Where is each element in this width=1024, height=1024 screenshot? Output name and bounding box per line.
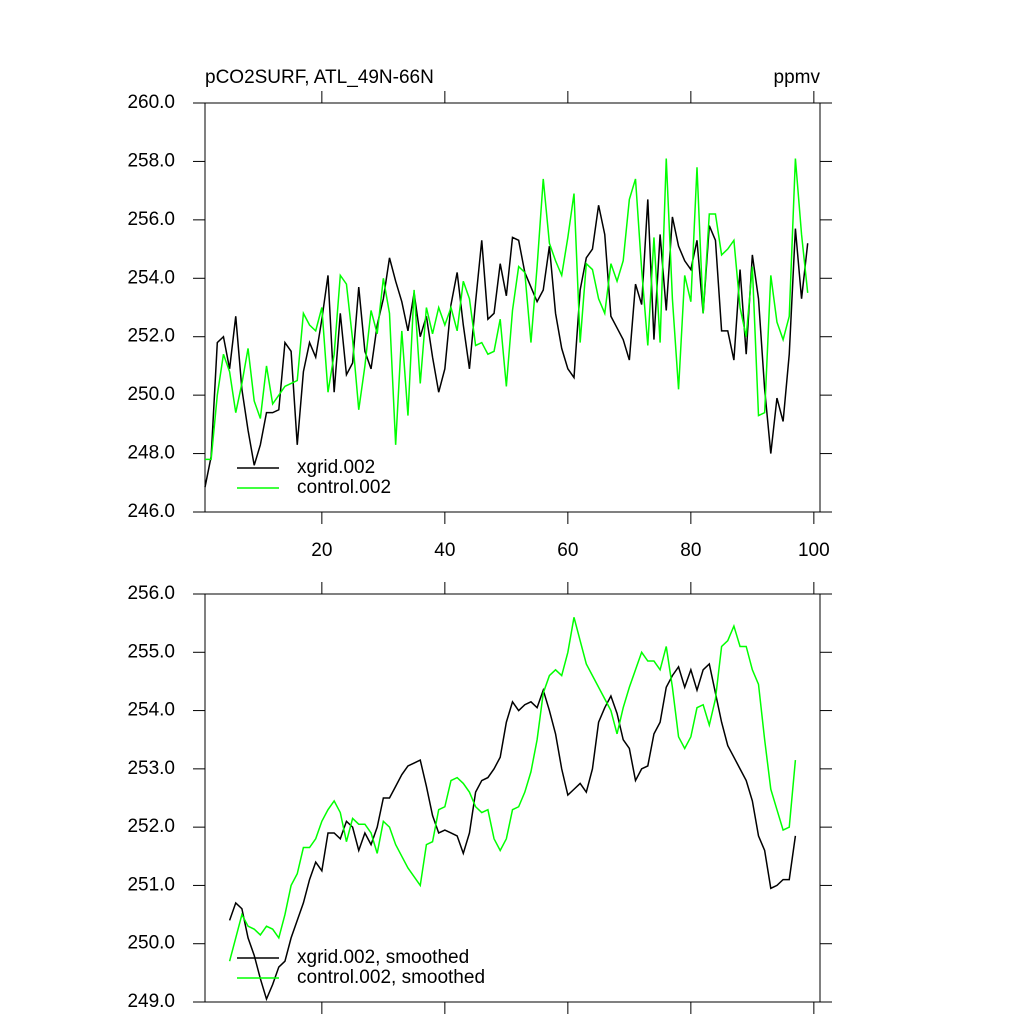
y-tick-label: 253.0 bbox=[127, 758, 175, 779]
y-tick-label: 252.0 bbox=[127, 816, 175, 837]
series-line bbox=[228, 662, 797, 1002]
y-tick-label: 251.0 bbox=[127, 874, 175, 895]
legend-label: control.002 bbox=[297, 477, 391, 498]
x-tick-label: 100 bbox=[798, 540, 830, 561]
legend-label: xgrid.002, smoothed bbox=[297, 947, 469, 968]
x-tick-label: 80 bbox=[680, 540, 701, 561]
y-tick-label: 260.0 bbox=[127, 92, 175, 113]
y-tick-label: 256.0 bbox=[127, 209, 175, 230]
y-tick-label: 258.0 bbox=[127, 150, 175, 171]
series-line bbox=[228, 617, 797, 962]
x-tick-label: 40 bbox=[434, 540, 455, 561]
units-label: ppmv bbox=[774, 67, 821, 88]
y-tick-label: 252.0 bbox=[127, 326, 175, 347]
y-tick-label: 250.0 bbox=[127, 933, 175, 954]
y-tick-label: 255.0 bbox=[127, 641, 175, 662]
y-tick-label: 249.0 bbox=[127, 991, 175, 1012]
y-tick-label: 254.0 bbox=[127, 700, 175, 721]
x-tick-label: 20 bbox=[311, 540, 332, 561]
y-tick-label: 248.0 bbox=[127, 443, 175, 464]
y-tick-label: 246.0 bbox=[127, 501, 175, 522]
legend-label: xgrid.002 bbox=[297, 457, 375, 478]
x-tick-label: 60 bbox=[557, 540, 578, 561]
y-tick-label: 250.0 bbox=[127, 384, 175, 405]
y-tick-label: 256.0 bbox=[127, 583, 175, 604]
y-tick-label: 254.0 bbox=[127, 267, 175, 288]
legend-label: control.002, smoothed bbox=[297, 967, 485, 988]
plot-frame bbox=[204, 102, 821, 513]
series-line bbox=[205, 158, 809, 461]
chart-title: pCO2SURF, ATL_49N-66N bbox=[205, 67, 434, 88]
plot-frame bbox=[204, 593, 821, 1003]
